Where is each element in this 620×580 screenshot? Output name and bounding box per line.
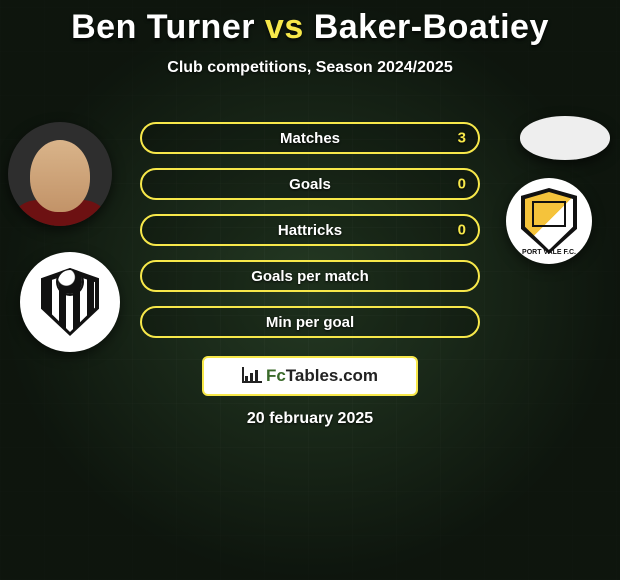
stat-row-goals-per-match: Goals per match [140, 260, 480, 292]
date-text: 20 february 2025 [0, 410, 620, 428]
crest-label: PORT VALE F.C. [522, 249, 576, 256]
stat-row-hattricks: Hattricks 0 [140, 214, 480, 246]
brand-prefix: Fc [266, 366, 286, 385]
stat-row-goals: Goals 0 [140, 168, 480, 200]
stat-label: Min per goal [266, 314, 354, 331]
bar-chart-icon [242, 369, 260, 383]
stats-list: Matches 3 Goals 0 Hattricks 0 Goals per … [140, 122, 480, 338]
stat-label: Goals per match [251, 268, 369, 285]
shield-icon [521, 188, 577, 254]
port-vale-crest: PORT VALE F.C. [506, 178, 592, 264]
player-right-avatar [520, 116, 610, 160]
stat-row-matches: Matches 3 [140, 122, 480, 154]
title-player-left: Ben Turner [71, 8, 255, 46]
notts-county-crest [20, 252, 120, 352]
subtitle: Club competitions, Season 2024/2025 [0, 59, 620, 77]
title-vs: vs [265, 8, 304, 46]
shield-icon [41, 268, 99, 336]
brand-badge: FcTables.com [202, 356, 418, 396]
stat-right-value: 3 [458, 130, 466, 147]
stat-right-value: 0 [458, 176, 466, 193]
brand-text: FcTables.com [266, 366, 378, 386]
brand-suffix: Tables.com [286, 366, 378, 385]
title-player-right: Baker-Boatiey [314, 8, 549, 46]
stat-right-value: 0 [458, 222, 466, 239]
stat-label: Matches [280, 130, 340, 147]
stat-row-min-per-goal: Min per goal [140, 306, 480, 338]
stat-label: Goals [289, 176, 331, 193]
player-left-avatar [8, 122, 112, 226]
page-title: Ben Turner vs Baker-Boatiey [0, 0, 620, 47]
stat-label: Hattricks [278, 222, 342, 239]
